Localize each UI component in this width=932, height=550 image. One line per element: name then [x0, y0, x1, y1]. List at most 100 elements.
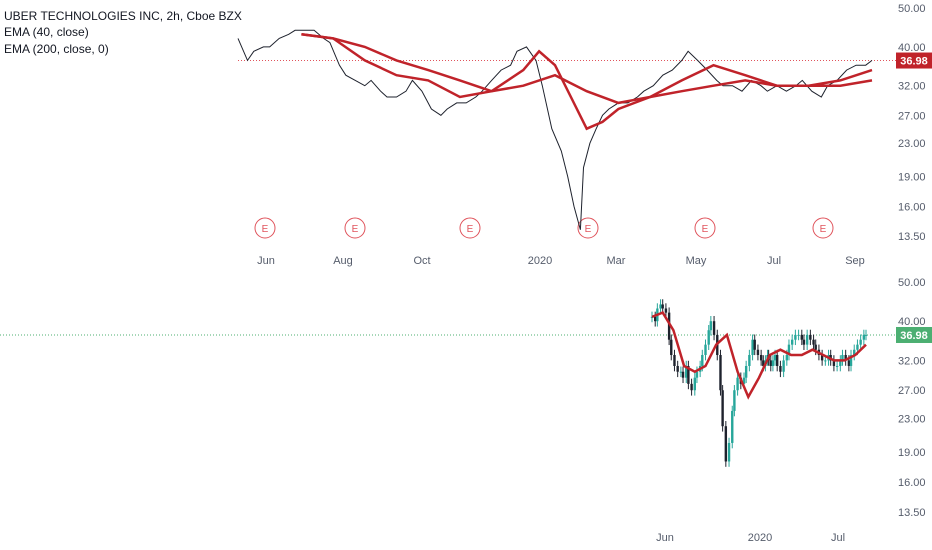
candle-body — [812, 339, 815, 345]
candle-body — [751, 339, 754, 355]
candle-body — [727, 442, 731, 462]
earnings-marker-icon — [577, 217, 599, 239]
y-tick-label-lower: 13.50 — [898, 507, 926, 519]
candle-body — [687, 365, 690, 384]
candle-body — [742, 377, 746, 384]
candle-body — [667, 312, 671, 340]
candle-body — [814, 344, 817, 350]
candle-body — [695, 371, 699, 378]
price-line-upper — [237, 29, 873, 230]
ema-40-line-upper — [301, 33, 873, 131]
y-tick-label-lower: 19.00 — [898, 447, 926, 459]
candle-body — [835, 365, 839, 367]
candle-body — [753, 339, 756, 350]
earnings-marker-icon — [344, 217, 366, 239]
candle-body — [824, 360, 827, 362]
earnings-marker-icon — [254, 217, 276, 239]
candle-body — [681, 371, 685, 378]
candle-body — [849, 354, 853, 366]
candle-body — [707, 330, 710, 345]
x-tick-label-lower: 2020 — [748, 532, 772, 544]
y-tick-label-upper: 13.50 — [898, 231, 926, 243]
y-tick-label-upper: 23.00 — [898, 138, 926, 150]
candle-body — [724, 426, 728, 462]
y-tick-label-lower: 32.00 — [898, 355, 926, 367]
candle-body — [847, 360, 851, 366]
y-tick-label-lower: 40.00 — [898, 316, 926, 328]
candle-body — [685, 365, 688, 378]
y-tick-label-lower: 50.00 — [898, 277, 926, 289]
candle-body — [650, 316, 654, 318]
candle-body — [790, 339, 794, 345]
candle-body — [782, 360, 785, 372]
candle-body — [762, 360, 765, 366]
candle-body — [733, 390, 736, 411]
chart-title: UBER TECHNOLOGIES INC, 2h, Cboe BZX — [4, 9, 242, 23]
candle-body — [704, 344, 707, 355]
candle-body — [832, 360, 836, 366]
candle-body — [787, 344, 791, 355]
candle-body — [701, 354, 704, 366]
candle-body — [809, 334, 812, 340]
y-tick-label-lower: 27.00 — [898, 385, 926, 397]
last-price-tag-text-upper: 36.98 — [900, 56, 928, 68]
candle-body — [670, 339, 673, 355]
candle-body — [664, 308, 668, 313]
earnings-marker-icon — [694, 217, 716, 239]
legend-ema-200: EMA (200, close, 0) — [4, 42, 109, 56]
candle-body — [771, 360, 775, 366]
earnings-marker-label: E — [467, 224, 474, 235]
candle-body — [719, 354, 722, 391]
candle-body — [709, 321, 713, 331]
candle-body — [856, 344, 859, 350]
candle-body — [862, 334, 866, 340]
earnings-marker-label: E — [820, 224, 827, 235]
x-tick-label-upper: Sep — [845, 255, 865, 267]
candle-body — [744, 365, 748, 378]
candle-body — [673, 354, 676, 366]
earnings-marker-label: E — [262, 224, 269, 235]
candle-body — [748, 354, 751, 366]
candle-body — [802, 339, 806, 345]
last-price-tag-upper — [896, 52, 932, 69]
x-tick-label-upper: Aug — [333, 255, 353, 267]
candle-body — [844, 354, 847, 361]
y-tick-label-upper: 50.00 — [898, 3, 926, 15]
candle-body — [659, 304, 662, 309]
candle-body — [775, 354, 779, 366]
candle-body — [839, 360, 842, 366]
legend-ema-40: EMA (40, close) — [4, 25, 89, 39]
x-tick-label-lower: Jul — [831, 532, 845, 544]
x-tick-label-upper: May — [686, 255, 707, 267]
earnings-marker-label: E — [352, 224, 359, 235]
candle-body — [654, 316, 657, 322]
candle-body — [800, 334, 803, 340]
y-tick-label-upper: 16.00 — [898, 201, 926, 213]
candle-body — [785, 354, 789, 361]
candle-body — [731, 410, 734, 443]
candle-body — [712, 321, 716, 335]
y-tick-label-upper: 27.00 — [898, 110, 926, 122]
x-tick-label-lower: Jun — [656, 532, 674, 544]
last-price-tag-text-lower: 36.98 — [900, 330, 928, 342]
candle-body — [679, 371, 683, 373]
x-tick-label-upper: Jun — [257, 255, 275, 267]
y-tick-label-lower: 16.00 — [898, 477, 926, 489]
x-tick-label-upper: Oct — [413, 255, 430, 267]
candle-body — [769, 360, 772, 366]
candle-body — [690, 383, 693, 391]
x-tick-label-upper: Jul — [767, 255, 781, 267]
earnings-marker-label: E — [702, 224, 709, 235]
x-tick-label-upper: Mar — [607, 255, 626, 267]
earnings-marker-label: E — [585, 224, 592, 235]
candle-body — [661, 304, 664, 309]
candle-body — [805, 334, 809, 345]
candle-body — [759, 354, 763, 361]
candle-body — [853, 349, 856, 355]
earnings-marker-icon — [812, 217, 834, 239]
candle-body — [794, 334, 797, 340]
ema-200-line-upper — [301, 33, 873, 105]
ema-40-line-lower — [651, 311, 867, 400]
x-tick-label-upper: 2020 — [528, 255, 552, 267]
